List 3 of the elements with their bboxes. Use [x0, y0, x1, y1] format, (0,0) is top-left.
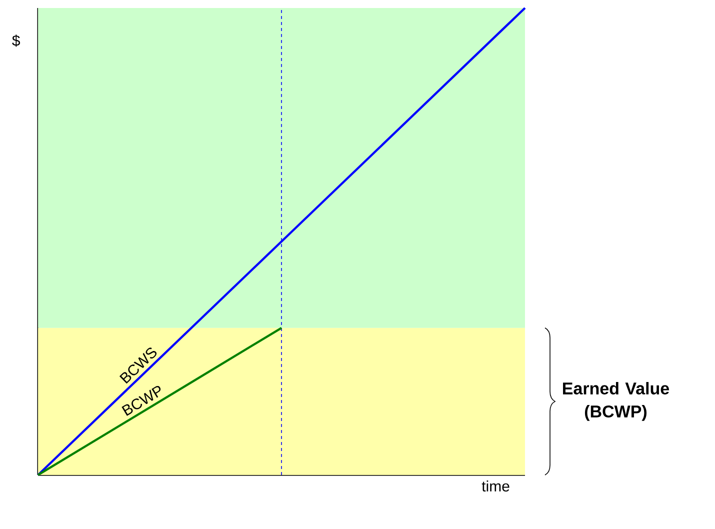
text: Earned Value (BCWP) [563, 382, 670, 421]
x-axis-title: time [482, 480, 510, 492]
y-axis-title: $ [12, 34, 20, 47]
